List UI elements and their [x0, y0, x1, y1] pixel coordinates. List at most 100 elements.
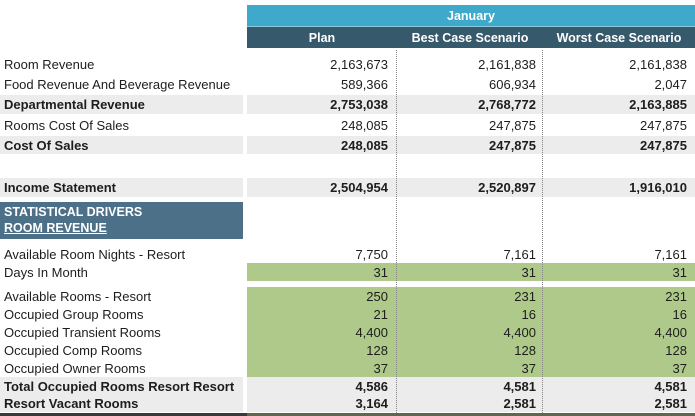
cell-plan[interactable]: 248,085 — [341, 117, 388, 133]
month-header-band[interactable]: January — [247, 5, 695, 27]
column-gap — [243, 395, 247, 412]
cell-best-case[interactable]: 31 — [397, 263, 543, 281]
header-indent — [0, 27, 247, 48]
column-gap — [243, 323, 247, 341]
row-label[interactable]: Available Rooms - Resort — [4, 288, 152, 304]
column-gap — [243, 377, 247, 395]
column-gap — [243, 287, 247, 305]
cell-best-case[interactable]: 4,581 — [397, 377, 543, 395]
table-row-occupied-group-rooms: Occupied Group Rooms 21 16 16 — [0, 305, 695, 323]
row-label[interactable]: Occupied Transient Rooms — [4, 324, 161, 340]
cell-best-case[interactable]: 128 — [397, 341, 543, 359]
cell-worst-case[interactable]: 231 — [543, 287, 695, 305]
cutoff-strip-value-part — [247, 413, 695, 416]
cell-plan[interactable]: 31 — [247, 263, 397, 281]
cell-plan[interactable]: 589,366 — [341, 77, 388, 92]
table-row-departmental-revenue: Departmental Revenue 2,753,038 2,768,772… — [0, 95, 695, 114]
cell-plan[interactable]: 2,504,954 — [247, 178, 397, 197]
row-label[interactable]: Income Statement — [0, 178, 243, 197]
section-title-line2: ROOM REVENUE — [4, 221, 107, 235]
column-gap — [243, 136, 247, 154]
row-label[interactable]: Resort Vacant Rooms — [0, 395, 243, 412]
section-header-statistical-drivers[interactable]: STATISTICAL DRIVERS ROOM REVENUE — [0, 202, 243, 239]
cell-worst-case[interactable]: 7,161 — [654, 246, 687, 262]
column-header-worst-case[interactable]: Worst Case Scenario — [556, 30, 682, 45]
row-label[interactable]: Occupied Group Rooms — [4, 306, 144, 322]
cell-worst-case[interactable]: 2,047 — [654, 77, 687, 92]
cell-best-case[interactable]: 16 — [397, 305, 543, 323]
table-row-resort-vacant-rooms: Resort Vacant Rooms 3,164 2,581 2,581 — [0, 395, 695, 412]
cell-worst-case[interactable]: 16 — [543, 305, 695, 323]
cell-best-case[interactable]: 2,520,897 — [397, 178, 543, 197]
row-label[interactable]: Rooms Cost Of Sales — [4, 117, 129, 133]
column-header-band: Plan Best Case Scenario Worst Case Scena… — [247, 27, 695, 48]
cell-plan[interactable]: 248,085 — [247, 136, 397, 154]
cutoff-strip-label-part — [0, 413, 247, 416]
cell-worst-case[interactable]: 247,875 — [640, 117, 687, 133]
header-indent — [0, 5, 247, 27]
table-row-rooms-cost-of-sales: Rooms Cost Of Sales 248,085 247,875 247,… — [0, 114, 695, 136]
cell-worst-case[interactable]: 1,916,010 — [543, 178, 695, 197]
table-row-occupied-comp-rooms: Occupied Comp Rooms 128 128 128 — [0, 341, 695, 359]
cell-plan[interactable]: 21 — [247, 305, 397, 323]
cell-worst-case[interactable]: 2,161,838 — [629, 56, 687, 72]
cell-worst-case[interactable]: 2,581 — [543, 395, 695, 412]
row-label[interactable]: Cost Of Sales — [0, 136, 243, 154]
cell-plan[interactable]: 4,586 — [247, 377, 397, 395]
column-header-plan[interactable]: Plan — [308, 30, 336, 45]
table-row-available-rooms: Available Rooms - Resort 250 231 231 — [0, 287, 695, 305]
row-label[interactable]: Total Occupied Rooms Resort Resort — [0, 377, 243, 395]
cell-best-case[interactable]: 2,581 — [397, 395, 543, 412]
column-gap — [243, 114, 247, 136]
cell-plan[interactable]: 2,163,673 — [330, 56, 388, 72]
row-label[interactable]: Available Room Nights - Resort — [4, 246, 186, 262]
table-row-available-room-nights: Available Room Nights - Resort 7,750 7,1… — [0, 245, 695, 263]
cell-best-case[interactable]: 231 — [397, 287, 543, 305]
cell-worst-case[interactable]: 31 — [543, 263, 695, 281]
table-row-cost-of-sales: Cost Of Sales 248,085 247,875 247,875 — [0, 136, 695, 154]
cell-best-case[interactable]: 37 — [397, 359, 543, 377]
cell-plan[interactable]: 2,753,038 — [247, 95, 397, 114]
table-row-income-statement: Income Statement 2,504,954 2,520,897 1,9… — [0, 178, 695, 197]
column-gap — [243, 359, 247, 377]
cell-best-case[interactable]: 2,768,772 — [397, 95, 543, 114]
row-label[interactable]: Occupied Comp Rooms — [4, 342, 142, 358]
column-gap — [243, 178, 247, 197]
column-header-best-case[interactable]: Best Case Scenario — [411, 30, 529, 45]
cell-plan[interactable]: 128 — [247, 341, 397, 359]
section-title-line1: STATISTICAL DRIVERS — [4, 205, 143, 219]
column-gap — [243, 95, 247, 114]
cell-best-case[interactable]: 247,875 — [397, 136, 543, 154]
cell-worst-case[interactable]: 2,163,885 — [543, 95, 695, 114]
row-label[interactable]: Room Revenue — [4, 56, 95, 72]
row-label[interactable]: Occupied Owner Rooms — [4, 360, 146, 376]
cell-plan[interactable]: 3,164 — [247, 395, 397, 412]
cell-plan[interactable]: 37 — [247, 359, 397, 377]
cell-plan[interactable]: 7,750 — [355, 246, 388, 262]
cell-worst-case[interactable]: 4,581 — [543, 377, 695, 395]
table-row-days-in-month: Days In Month 31 31 31 — [0, 263, 695, 281]
cell-worst-case[interactable]: 37 — [543, 359, 695, 377]
cell-best-case[interactable]: 606,934 — [489, 77, 536, 92]
row-label[interactable]: Departmental Revenue — [0, 95, 243, 114]
column-gap — [243, 263, 247, 281]
table-row-room-revenue: Room Revenue 2,163,673 2,161,838 2,161,8… — [0, 54, 695, 74]
cell-best-case[interactable]: 247,875 — [489, 117, 536, 133]
cell-worst-case[interactable]: 4,400 — [543, 323, 695, 341]
month-header-row: January — [0, 5, 695, 27]
table-row-occupied-transient-rooms: Occupied Transient Rooms 4,400 4,400 4,4… — [0, 323, 695, 341]
cell-plan[interactable]: 4,400 — [247, 323, 397, 341]
cell-best-case[interactable]: 7,161 — [503, 246, 536, 262]
cell-best-case[interactable]: 2,161,838 — [478, 56, 536, 72]
column-gap — [243, 341, 247, 359]
row-label[interactable]: Days In Month — [4, 264, 88, 280]
cell-worst-case[interactable]: 128 — [543, 341, 695, 359]
cell-plan[interactable]: 250 — [247, 287, 397, 305]
cell-best-case[interactable]: 4,400 — [397, 323, 543, 341]
row-label[interactable]: Food Revenue And Beverage Revenue — [4, 77, 231, 92]
table-row-food-beverage-revenue: Food Revenue And Beverage Revenue 589,36… — [0, 74, 695, 95]
column-gap — [243, 54, 247, 74]
column-header-row: Plan Best Case Scenario Worst Case Scena… — [0, 27, 695, 48]
cell-worst-case[interactable]: 247,875 — [543, 136, 695, 154]
